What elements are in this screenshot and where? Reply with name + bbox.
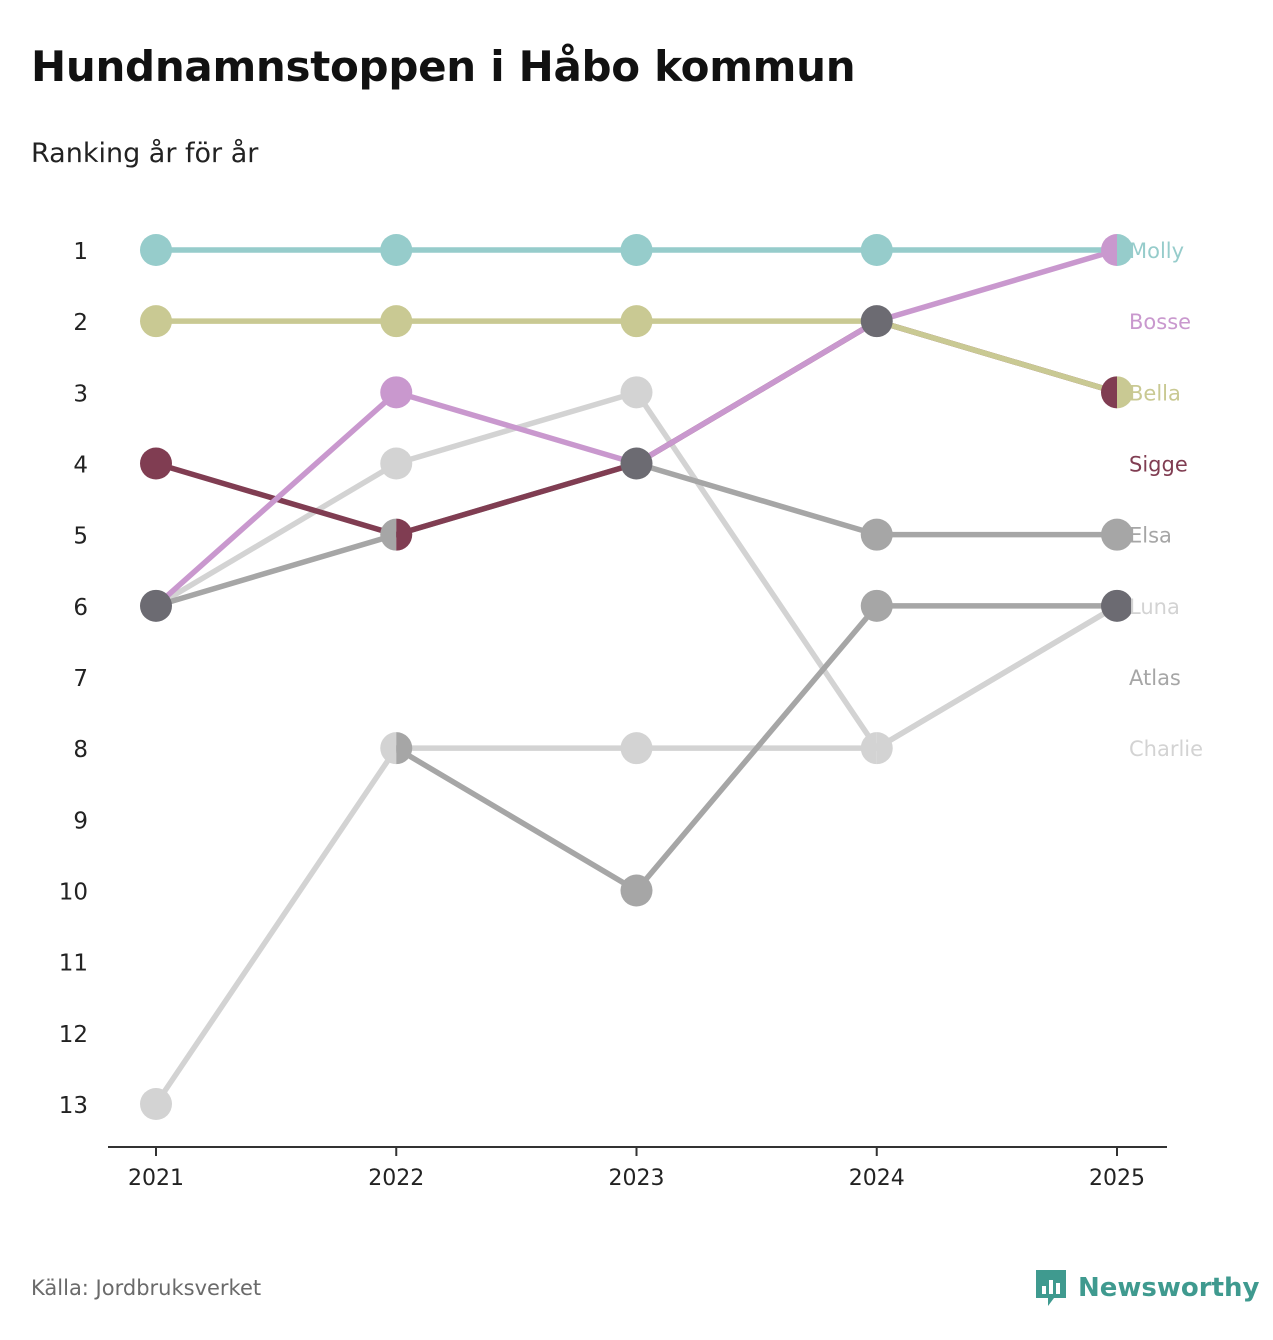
series-line-charlie: [153, 603, 1120, 1107]
series-line-sigge: [153, 318, 1120, 538]
x-tick-label: 2022: [368, 1166, 424, 1191]
y-tick-label: 11: [59, 951, 88, 977]
y-tick-label: 5: [73, 524, 88, 550]
point-bosse[interactable]: [380, 376, 413, 409]
series-label-bosse: Bosse: [1129, 310, 1191, 334]
point-molly[interactable]: [380, 234, 413, 266]
point-luna[interactable]: [876, 732, 893, 765]
series-line-bosse: [153, 247, 1120, 609]
point-atlas[interactable]: [396, 732, 413, 765]
series-points: [140, 234, 1133, 1120]
x-tick-label: 2021: [128, 1166, 184, 1191]
y-tick-label: 4: [73, 453, 88, 479]
point-sigge[interactable]: [396, 518, 413, 551]
series-line-elsa: [153, 460, 1120, 609]
point-molly[interactable]: [620, 234, 653, 266]
point-molly[interactable]: [140, 234, 172, 266]
series-label-molly: Molly: [1129, 239, 1184, 263]
point-charlie[interactable]: [620, 732, 653, 765]
chart-subtitle: Ranking år för år: [31, 138, 259, 169]
series-label-bella: Bella: [1129, 381, 1181, 405]
brand-logo[interactable]: Newsworthy: [1034, 1268, 1259, 1308]
point-atlas[interactable]: [620, 874, 653, 907]
series-label-sigge: Sigge: [1129, 453, 1188, 477]
chart-title: Hundnamnstoppen i Håbo kommun: [31, 42, 856, 91]
y-tick-label: 7: [73, 666, 88, 692]
y-tick-label: 3: [73, 381, 88, 407]
series-line-atlas: [393, 603, 1120, 894]
x-tick-label: 2024: [849, 1166, 905, 1191]
series-label-atlas: Atlas: [1129, 666, 1181, 690]
y-tick-label: 9: [73, 808, 88, 834]
bar-chart-speech-bubble-icon: [1036, 1270, 1066, 1306]
point-molly[interactable]: [860, 234, 893, 266]
y-tick-label: 6: [73, 595, 88, 621]
point-charlie[interactable]: [140, 1088, 172, 1120]
point-charlie[interactable]: [380, 732, 397, 765]
point-bella[interactable]: [380, 305, 413, 338]
series-label-elsa: Elsa: [1129, 524, 1172, 548]
point-tie[interactable]: [140, 589, 172, 622]
source-note: Källa: Jordbruksverket: [31, 1276, 262, 1300]
series-label-charlie: Charlie: [1129, 737, 1203, 761]
point-tie[interactable]: [620, 447, 653, 480]
y-tick-label: 1: [73, 239, 88, 265]
point-bosse[interactable]: [1101, 234, 1117, 266]
point-bella[interactable]: [620, 305, 653, 338]
point-bella[interactable]: [1117, 376, 1133, 409]
point-tie[interactable]: [1101, 589, 1133, 622]
y-tick-label: 8: [73, 737, 88, 763]
point-elsa[interactable]: [1101, 518, 1133, 551]
point-molly[interactable]: [1117, 234, 1133, 266]
point-elsa[interactable]: [380, 518, 397, 551]
point-atlas[interactable]: [860, 589, 893, 622]
point-luna[interactable]: [380, 447, 413, 480]
x-tick-label: 2023: [609, 1166, 665, 1191]
point-luna[interactable]: [620, 376, 653, 409]
point-charlie[interactable]: [860, 732, 877, 765]
brand-name: Newsworthy: [1078, 1273, 1260, 1303]
x-tick-label: 2025: [1089, 1166, 1145, 1191]
y-tick-label: 10: [59, 880, 88, 906]
point-bella[interactable]: [140, 305, 172, 338]
point-sigge[interactable]: [1101, 376, 1117, 409]
y-tick-label: 12: [59, 1022, 88, 1048]
y-tick-label: 13: [59, 1093, 88, 1119]
point-sigge[interactable]: [140, 447, 172, 480]
series-label-luna: Luna: [1129, 595, 1180, 619]
series-line-luna: [153, 389, 1120, 751]
point-elsa[interactable]: [860, 518, 893, 551]
y-tick-label: 2: [73, 310, 88, 336]
point-tie[interactable]: [860, 305, 893, 338]
